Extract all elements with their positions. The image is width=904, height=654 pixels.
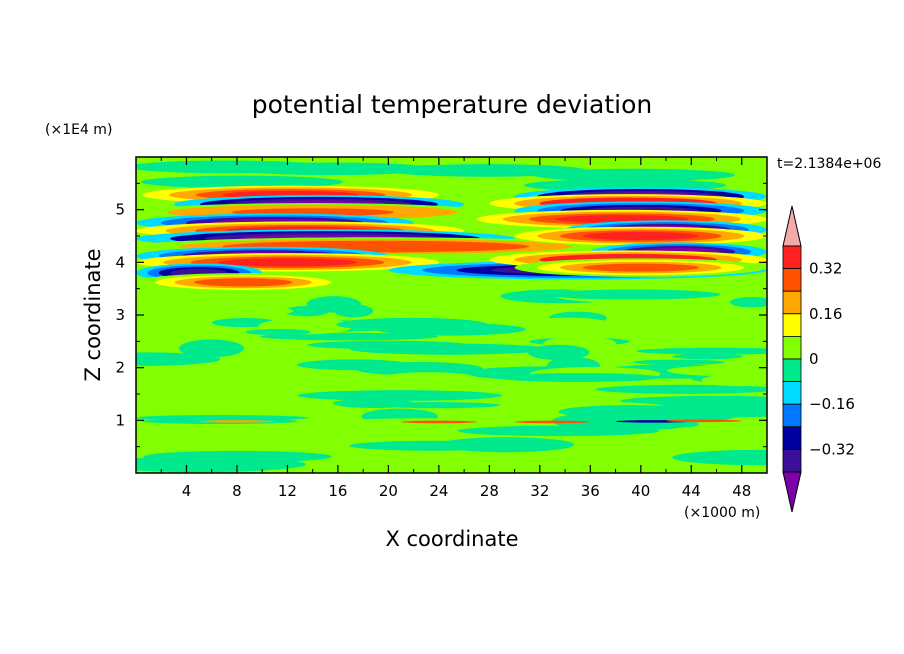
- colorbar-max-arrow: [782, 205, 802, 247]
- perturbation-streak: [672, 353, 743, 360]
- x-tick-label: 12: [278, 482, 297, 500]
- perturbation-streak: [141, 175, 343, 189]
- x-tick-label: 8: [232, 482, 242, 500]
- perturbation-streak: [233, 306, 294, 315]
- perturbation-streak: [188, 444, 249, 452]
- contour-band: [582, 263, 699, 272]
- contour-band: [193, 278, 293, 287]
- colorbar-tick-label: 0: [809, 350, 819, 368]
- contour-field: [136, 157, 767, 473]
- perturbation-streak: [619, 395, 767, 407]
- x-tick-label: 32: [530, 482, 549, 500]
- colorbar-swatch: [782, 245, 802, 270]
- perturbation-streak: [524, 317, 613, 333]
- perturbation-streak: [260, 332, 439, 341]
- x-axis-ticks: 4 8 12 16 20 24 28 32 36 40 44 48: [160, 157, 751, 500]
- x-tick-label: 28: [480, 482, 499, 500]
- x-unit-label: (×1000 m): [684, 505, 760, 521]
- colorbar-swatch: [782, 358, 802, 383]
- colorbar-tick-label: −0.16: [809, 395, 855, 413]
- contour-streak: [666, 419, 742, 423]
- perturbation-streak: [376, 372, 480, 387]
- x-tick-label: 36: [581, 482, 600, 500]
- perturbation-streak: [230, 162, 433, 176]
- perturbation-streak: [701, 374, 767, 387]
- colorbar-swatch: [782, 403, 802, 428]
- contour-streak: [401, 420, 477, 424]
- y-tick-label: 2: [115, 359, 125, 377]
- colorbar-swatch: [782, 381, 802, 405]
- perturbation-streak: [336, 317, 488, 332]
- colorbar: 0.32 0.16 0 −0.16 −0.32: [782, 205, 855, 513]
- perturbation-streak: [297, 390, 503, 401]
- x-tick-label: 40: [631, 482, 650, 500]
- colorbar-swatch: [782, 448, 802, 473]
- perturbation-streak: [632, 359, 725, 365]
- perturbation-streak: [375, 402, 501, 409]
- x-tick-label: 44: [682, 482, 701, 500]
- perturbation-streak: [595, 384, 767, 394]
- perturbation-streak: [545, 289, 721, 300]
- y-tick-label: 3: [115, 306, 125, 324]
- colorbar-swatch: [782, 335, 802, 360]
- perturbation-streak: [571, 406, 739, 424]
- y-tick-label: 4: [115, 253, 125, 271]
- perturbation-streak: [496, 373, 661, 382]
- perturbation-streak: [283, 306, 330, 317]
- contour-streak: [514, 420, 591, 424]
- y-tick-label: 5: [115, 201, 125, 219]
- perturbation-streak: [657, 426, 748, 444]
- colorbar-tick-label: 0.32: [809, 260, 842, 278]
- perturbation-streak: [385, 164, 588, 177]
- colorbar-swatch: [782, 426, 802, 450]
- contour-band: [582, 231, 699, 241]
- perturbation-streak: [136, 382, 272, 394]
- perturbation-streak: [667, 364, 767, 377]
- y-axis-label: Z coordinate: [81, 248, 105, 381]
- x-tick-label: 24: [429, 482, 448, 500]
- perturbation-streak: [245, 328, 311, 336]
- perturbation-streak: [178, 339, 244, 358]
- y-tick-label: 1: [115, 411, 125, 429]
- perturbation-streak: [136, 456, 306, 473]
- perturbation-streak: [136, 415, 309, 421]
- y-unit-label: (×1E4 m): [45, 122, 112, 138]
- x-tick-label: 48: [732, 482, 751, 500]
- contour-streak: [199, 420, 275, 423]
- x-tick-label: 4: [182, 482, 192, 500]
- x-tick-label: 16: [328, 482, 347, 500]
- perturbation-streak: [349, 343, 548, 355]
- contour-band: [217, 258, 358, 267]
- colorbar-min-arrow: [782, 471, 802, 513]
- perturbation-streak: [438, 437, 575, 453]
- colorbar-tick-label: 0.16: [809, 305, 842, 323]
- x-axis-label: X coordinate: [385, 527, 518, 551]
- perturbation-streak: [636, 347, 767, 355]
- x-tick-label: 20: [379, 482, 398, 500]
- perturbation-streak: [457, 425, 660, 437]
- chart-title: potential temperature deviation: [252, 90, 652, 119]
- colorbar-swatch: [782, 290, 802, 315]
- colorbar-swatch: [782, 268, 802, 292]
- colorbar-swatch: [782, 313, 802, 337]
- perturbation-streak: [186, 372, 326, 387]
- time-label: t=2.1384e+06: [777, 156, 881, 172]
- perturbation-streak: [729, 296, 767, 308]
- perturbation-streak: [672, 449, 767, 466]
- y-axis-ticks: 1 2 3 4 5: [115, 182, 767, 448]
- colorbar-tick-label: −0.32: [809, 440, 855, 458]
- perturbation-streak: [296, 359, 412, 371]
